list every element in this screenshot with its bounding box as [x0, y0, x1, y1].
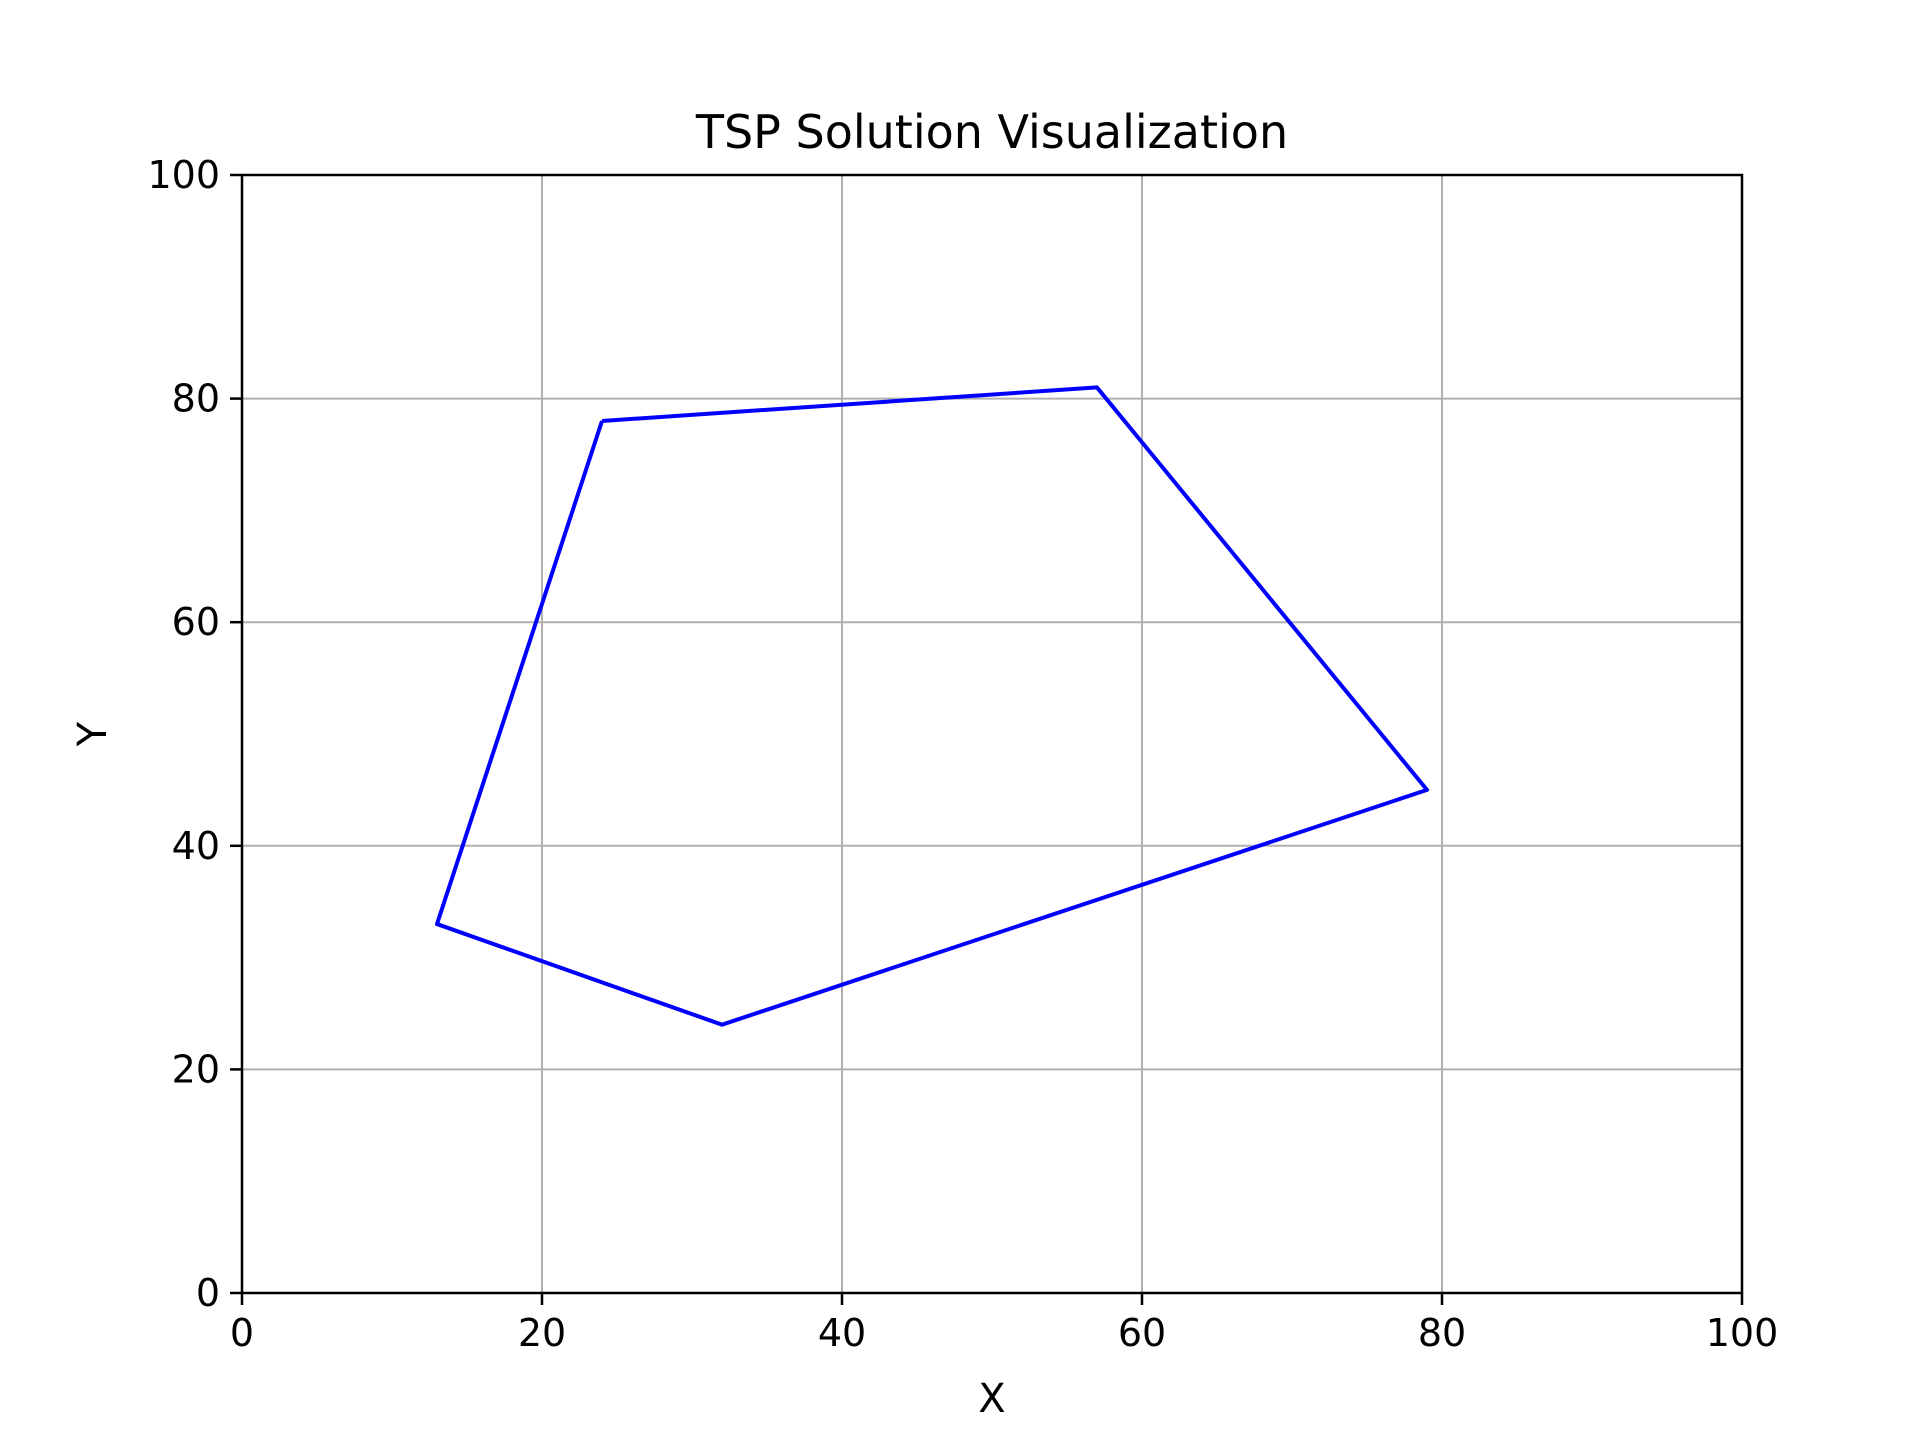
y-tick-label-0: 0: [196, 1271, 220, 1315]
chart-title: TSP Solution Visualization: [695, 105, 1288, 159]
x-tick-label-20: 20: [518, 1311, 566, 1355]
axis-ticks: 0 20 40 60 80 100 0 20 40 60 80 100: [147, 153, 1778, 1355]
y-tick-label-80: 80: [172, 377, 220, 421]
y-tick-label-100: 100: [147, 153, 220, 197]
x-tick-label-100: 100: [1706, 1311, 1779, 1355]
x-tick-label-60: 60: [1118, 1311, 1166, 1355]
y-tick-label-40: 40: [172, 824, 220, 868]
plot-frame: [240, 173, 1744, 1295]
route-line-0: [435, 385, 1429, 1027]
x-tick-label-40: 40: [818, 1311, 866, 1355]
route-series: [435, 385, 1429, 1027]
x-tick-label-80: 80: [1418, 1311, 1466, 1355]
x-axis-label: X: [978, 1376, 1005, 1422]
y-tick-label-20: 20: [172, 1047, 220, 1091]
x-tick-label-0: 0: [230, 1311, 254, 1355]
y-axis-label: Y: [70, 721, 116, 747]
y-tick-label-60: 60: [172, 600, 220, 644]
